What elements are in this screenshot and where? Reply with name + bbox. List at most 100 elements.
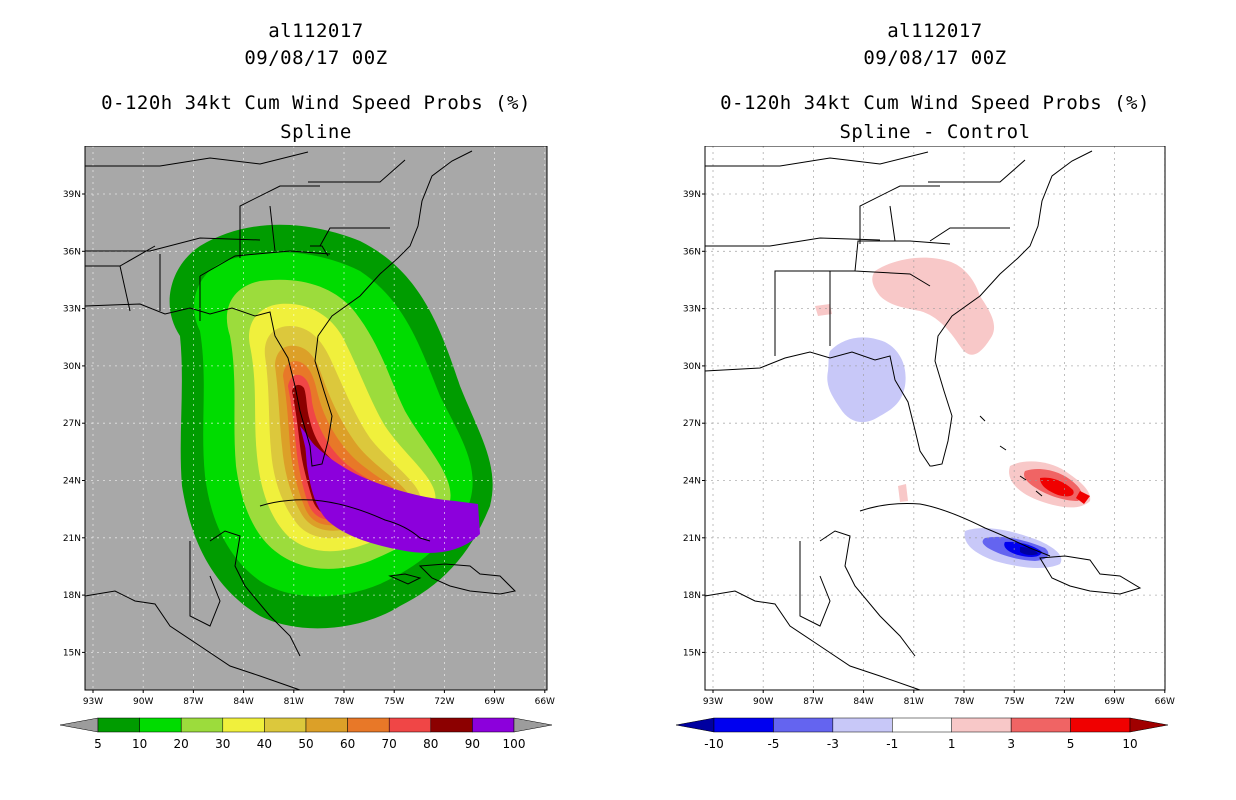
map-frame: [84, 146, 548, 691]
contour-100: [305, 436, 480, 553]
legend-low-arrow: [675, 717, 715, 733]
lat-label: 30N: [63, 362, 81, 372]
legend-label: -10: [704, 737, 724, 751]
legend-swatch: [97, 717, 140, 733]
left-subtitle: Spline: [280, 121, 352, 143]
negative-area-1: [827, 337, 906, 423]
legend-swatch: [713, 717, 774, 733]
legend-label: 3: [1007, 737, 1015, 751]
legend-swatch: [139, 717, 182, 733]
lon-label: 81W: [284, 697, 304, 707]
left-storm-id: al112017: [268, 20, 364, 42]
legend-swatch: [472, 717, 515, 733]
legend-label: 100: [503, 737, 526, 751]
difference-contours: [815, 257, 1091, 568]
legend-label: -1: [886, 737, 898, 751]
latitude-labels: 39N 36N 33N 30N 27N 24N 21N 18N 15N: [63, 190, 85, 658]
lon-label: 72W: [1054, 697, 1074, 707]
legend-label: 5: [94, 737, 102, 751]
positive-area-5: [1040, 477, 1074, 497]
left-product-title: 0-120h 34kt Cum Wind Speed Probs (%): [101, 92, 531, 114]
right-difference-map: 39N 36N 33N 30N 27N 24N 21N 18N 15N 93W 90W 87W 84W…: [683, 146, 1175, 707]
right-datetime: 09/08/17 00Z: [863, 47, 1007, 69]
lon-label: 66W: [535, 697, 555, 707]
positive-area-1: [872, 257, 995, 355]
lat-label: 27N: [683, 419, 701, 429]
lon-label: 84W: [233, 697, 253, 707]
lat-label: 21N: [63, 534, 81, 544]
latitude-labels: 39N 36N 33N 30N 27N 24N 21N 18N 15N: [683, 190, 705, 658]
right-storm-id: al112017: [887, 20, 983, 42]
negative-area-5: [1020, 547, 1038, 556]
lon-label: 69W: [1104, 697, 1124, 707]
legend-label: 5: [1067, 737, 1075, 751]
lat-label: 27N: [63, 419, 81, 429]
legend-label: 80: [423, 737, 438, 751]
legend-swatch: [892, 717, 952, 733]
positive-area-2: [815, 304, 832, 316]
lat-label: 36N: [63, 247, 81, 257]
legend-label: 50: [298, 737, 313, 751]
lon-label: 90W: [133, 697, 153, 707]
legend-label: 70: [382, 737, 397, 751]
positive-area-7: [898, 484, 908, 502]
legend-swatch: [1010, 717, 1071, 733]
lat-label: 33N: [683, 305, 701, 315]
lon-label: 93W: [83, 697, 103, 707]
lat-label: 33N: [63, 305, 81, 315]
legend-swatch: [180, 717, 224, 733]
longitude-labels: 93W 90W 87W 84W 81W 78W 75W 72W 69W 66W: [83, 690, 555, 707]
legend-label: 10: [1122, 737, 1137, 751]
lon-label: 81W: [904, 697, 924, 707]
legend-label: 20: [174, 737, 189, 751]
legend-swatch: [264, 717, 307, 733]
lon-label: 87W: [183, 697, 203, 707]
legend-swatch: [1070, 717, 1131, 733]
lon-label: 87W: [803, 697, 823, 707]
lon-label: 66W: [1155, 697, 1175, 707]
longitude-labels: 93W 90W 87W 84W 81W 78W 75W 72W 69W 66W: [703, 690, 1175, 707]
lat-label: 21N: [683, 534, 701, 544]
lon-label: 78W: [954, 697, 974, 707]
coastlines: [704, 150, 1142, 691]
legend-label: 30: [215, 737, 230, 751]
lon-label: 93W: [703, 697, 723, 707]
lat-label: 18N: [63, 591, 81, 601]
legend-label: 60: [340, 737, 355, 751]
legend-swatch: [430, 717, 473, 733]
lon-label: 84W: [853, 697, 873, 707]
lat-label: 39N: [683, 190, 701, 200]
left-color-legend: 5 10 20 30 40 50 60 70 80 90 100: [59, 717, 553, 751]
legend-swatch: [951, 717, 1012, 733]
lat-label: 18N: [683, 591, 701, 601]
lat-label: 30N: [683, 362, 701, 372]
legend-swatch: [832, 717, 893, 733]
legend-swatch: [305, 717, 348, 733]
left-probability-map: 39N 36N 33N 30N 27N 24N 21N 18N 15N 93W 90W 87W 84W…: [63, 146, 555, 707]
coastlines: [84, 150, 517, 691]
map-frame: [704, 146, 1166, 691]
legend-swatch: [222, 717, 265, 733]
legend-swatch: [773, 717, 834, 733]
legend-low-arrow: [59, 717, 99, 733]
right-color-legend: -10 -5 -3 -1 1 3 5 10: [675, 717, 1169, 751]
positive-area-6: [1076, 491, 1090, 504]
lon-label: 75W: [384, 697, 404, 707]
grid-lines: [85, 146, 547, 690]
legend-label: 10: [132, 737, 147, 751]
legend-high-arrow: [1129, 717, 1169, 733]
lon-label: 75W: [1004, 697, 1024, 707]
probability-contours: [169, 224, 493, 629]
lon-label: 90W: [753, 697, 773, 707]
lon-label: 72W: [434, 697, 454, 707]
legend-swatch: [388, 717, 432, 733]
lat-label: 15N: [63, 648, 81, 658]
legend-label: 1: [948, 737, 956, 751]
lat-label: 39N: [63, 190, 81, 200]
legend-label: -3: [827, 737, 839, 751]
lon-label: 69W: [484, 697, 504, 707]
lat-label: 36N: [683, 247, 701, 257]
legend-label: 40: [257, 737, 272, 751]
right-subtitle: Spline - Control: [839, 121, 1031, 143]
map-background: [705, 146, 1165, 690]
